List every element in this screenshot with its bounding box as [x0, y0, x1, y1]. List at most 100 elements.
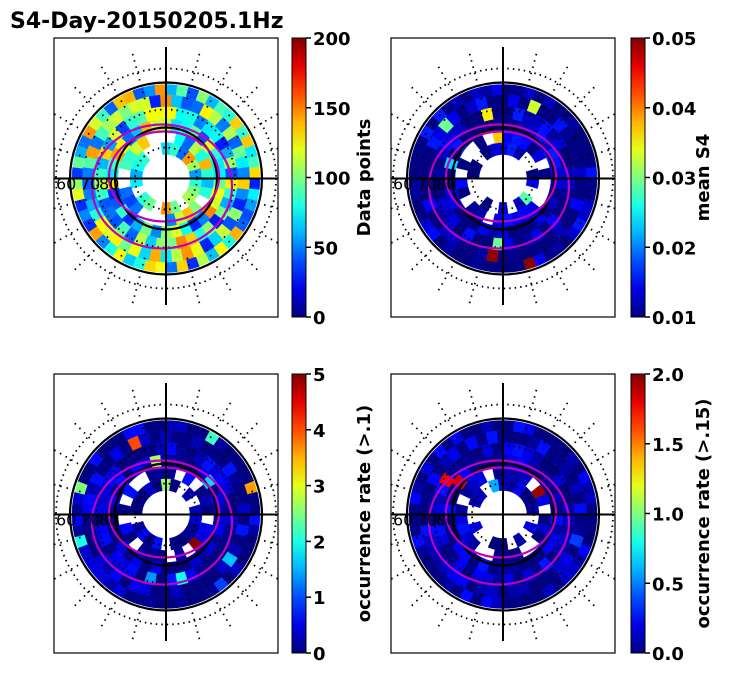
- meridian-dotted: [523, 257, 538, 305]
- meridian-dotted: [54, 147, 88, 159]
- meridian-dotted: [410, 421, 446, 458]
- meridian-dotted: [73, 571, 109, 608]
- heatmap-cell: [154, 442, 167, 456]
- meridian-dotted: [186, 52, 201, 100]
- colorbar-tick-label: 1.5: [652, 435, 684, 456]
- meridian-dotted: [573, 218, 615, 245]
- colorbar-tick-label: 1: [313, 588, 326, 609]
- meridian-dotted: [560, 421, 596, 458]
- meridian-dotted: [437, 401, 463, 444]
- heatmap-cell: [491, 442, 504, 456]
- heatmap-cell: [165, 84, 178, 96]
- heatmap-cell: [507, 584, 521, 599]
- heatmap-cell: [154, 420, 167, 432]
- colorbar-label: mean S4: [693, 134, 714, 222]
- heatmap-cell: [491, 597, 504, 609]
- colorbar-tick-label: 0.03: [652, 169, 696, 190]
- meridian-dotted: [206, 585, 232, 628]
- meridian-dotted: [437, 65, 463, 108]
- meridian-dotted: [131, 388, 146, 436]
- heatmap-cell: [148, 430, 162, 445]
- heatmap-cell: [584, 155, 597, 169]
- meridian-dotted: [543, 585, 569, 628]
- meridian-dotted: [54, 198, 88, 210]
- meridian-dotted: [581, 534, 615, 546]
- colorbar-tick-label: 100: [313, 169, 351, 190]
- lat-label: 70: [417, 511, 437, 530]
- meridian-dotted: [391, 198, 425, 210]
- lat-label: 60: [56, 175, 76, 194]
- colorbar-label: Data points: [354, 119, 375, 237]
- meridian-dotted: [391, 147, 425, 159]
- meridian-dotted: [573, 112, 615, 139]
- meridian-dotted: [54, 448, 96, 475]
- meridian-dotted: [543, 401, 569, 444]
- colorbar-tick-label: 4: [313, 421, 326, 442]
- meridian-dotted: [244, 198, 278, 210]
- heatmap-cell: [480, 84, 494, 98]
- meridian-dotted: [186, 257, 201, 305]
- meridian-dotted: [468, 257, 483, 305]
- colorbar-tick-label: 150: [313, 99, 351, 120]
- meridian-dotted: [244, 147, 278, 159]
- meridian-dotted: [223, 421, 259, 458]
- colorbar-tick-label: 2: [313, 532, 326, 553]
- meridian-dotted: [581, 147, 615, 159]
- heatmap-cell: [237, 514, 251, 527]
- heatmap-cell: [237, 502, 251, 515]
- heatmap-cell: [574, 178, 588, 191]
- heatmap-cell: [154, 84, 167, 96]
- heatmap-cell: [170, 584, 184, 599]
- magnetic-contour-inner: [444, 466, 558, 559]
- meridian-dotted: [186, 593, 201, 641]
- lat-label: 70: [80, 175, 100, 194]
- magnetic-contour-outer: [427, 459, 571, 586]
- meridian-dotted: [523, 52, 538, 100]
- meridian-dotted: [437, 249, 463, 292]
- lat-label: 80: [99, 175, 119, 194]
- colorbar-tick-label: 0.05: [652, 29, 696, 50]
- meridian-dotted: [523, 593, 538, 641]
- heatmap-cell: [247, 491, 260, 505]
- heatmap-cell: [485, 430, 499, 445]
- heatmap-cell: [574, 502, 588, 515]
- heatmap-cell: [507, 248, 521, 263]
- colorbar: [291, 373, 307, 654]
- heatmap-cell: [502, 261, 515, 273]
- figure-title: S4-Day-20150205.1Hz: [10, 9, 284, 34]
- lat-label: 80: [436, 511, 456, 530]
- colorbar-label: occurrence rate (>.15): [693, 399, 714, 629]
- heatmap-cell: [165, 597, 178, 609]
- colorbar-tick-label: 1.0: [652, 505, 684, 526]
- meridian-dotted: [73, 85, 109, 122]
- axes-frame: [53, 37, 279, 318]
- colorbar-tick-label: 0.0: [652, 644, 684, 665]
- heatmap-cell: [170, 248, 184, 263]
- meridian-dotted: [468, 52, 483, 100]
- heatmap-cell: [491, 84, 504, 96]
- lat-label: 70: [417, 175, 437, 194]
- heatmap-cell: [574, 514, 588, 527]
- meridian-dotted: [543, 65, 569, 108]
- heatmap-cell: [480, 420, 494, 434]
- meridian-dotted: [223, 85, 259, 122]
- meridian-dotted: [223, 571, 259, 608]
- meridian-dotted: [54, 112, 96, 139]
- heatmap-cell: [175, 259, 189, 273]
- meridian-dotted: [391, 483, 425, 495]
- heatmap-cell: [584, 491, 597, 505]
- meridian-dotted: [391, 554, 433, 581]
- meridian-dotted: [73, 235, 109, 272]
- meridian-dotted: [100, 65, 126, 108]
- heatmap-cell: [586, 166, 598, 179]
- meridian-dotted: [391, 218, 433, 245]
- colorbar-tick-label: 2.0: [652, 365, 684, 386]
- heatmap-cell: [154, 106, 167, 120]
- axes-frame: [390, 37, 616, 318]
- heatmap-cell: [117, 503, 132, 515]
- heatmap-cell: [165, 420, 178, 432]
- heatmap-cell: [586, 514, 598, 527]
